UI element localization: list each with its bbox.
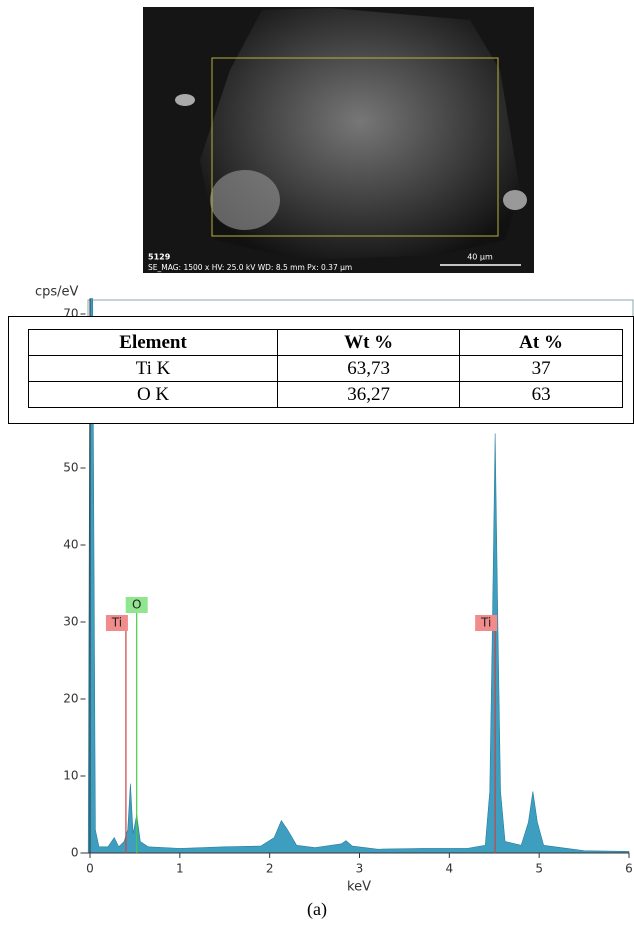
table-row: O K 36,27 63 bbox=[29, 382, 623, 408]
y-tick-label: 20 bbox=[63, 692, 78, 706]
header-cell: At % bbox=[460, 330, 623, 356]
y-tick-label: 50 bbox=[63, 461, 78, 475]
chart: TiOTi6543210706050403020100cps/eV keV (a… bbox=[0, 0, 634, 931]
peak-label: Ti bbox=[480, 616, 491, 630]
table-header: Element Wt % At % bbox=[29, 330, 623, 356]
cell: O K bbox=[29, 382, 278, 408]
caption: (a) bbox=[307, 899, 327, 920]
x-tick-label: 3 bbox=[356, 862, 364, 876]
x-tick-label: 4 bbox=[446, 862, 454, 876]
table-row: Ti K 63,73 37 bbox=[29, 356, 623, 382]
header-cell: Element bbox=[29, 330, 278, 356]
y-axis-label: cps/eV bbox=[35, 285, 79, 300]
cell: 37 bbox=[460, 356, 623, 382]
y-tick-label: 0 bbox=[71, 846, 79, 860]
page: {"image": {"label": "5129", "info": "SE_… bbox=[0, 0, 634, 931]
x-tick-label: 2 bbox=[266, 862, 274, 876]
peak-label: O bbox=[132, 598, 141, 612]
results-table: Element Wt % At % Ti K 63,73 37 O K 36,2… bbox=[28, 329, 623, 408]
cell: 63,73 bbox=[278, 356, 460, 382]
table-box: Element Wt % At % Ti K 63,73 37 O K 36,2… bbox=[8, 316, 634, 424]
y-tick-label: 40 bbox=[63, 538, 78, 552]
cell: Ti K bbox=[29, 356, 278, 382]
cell: 63 bbox=[460, 382, 623, 408]
header-cell: Wt % bbox=[278, 330, 460, 356]
x-tick-label: 1 bbox=[176, 862, 184, 876]
y-tick-label: 30 bbox=[63, 615, 78, 629]
x-tick-label: 0 bbox=[86, 862, 94, 876]
x-axis-label: keV bbox=[347, 880, 371, 895]
peak-label: Ti bbox=[111, 616, 122, 630]
cell: 36,27 bbox=[278, 382, 460, 408]
x-tick-label: 6 bbox=[625, 862, 633, 876]
y-tick-label: 10 bbox=[63, 769, 78, 783]
x-tick-label: 5 bbox=[535, 862, 543, 876]
